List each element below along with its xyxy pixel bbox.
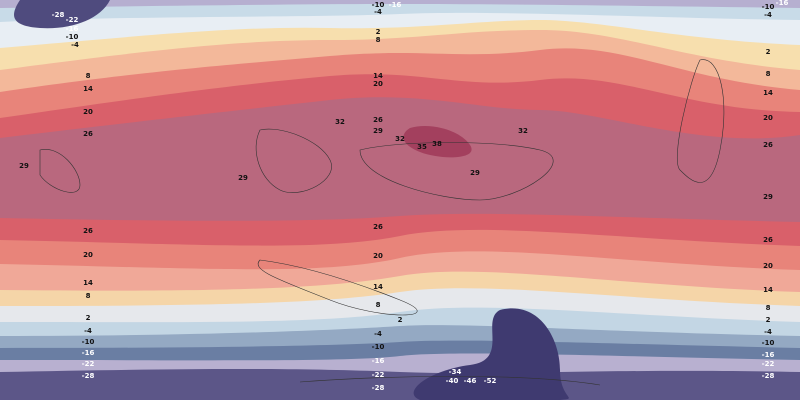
contour-label: 2	[398, 316, 403, 324]
contour-label: 2	[376, 28, 381, 36]
cold-region	[14, 0, 110, 29]
coastline	[39, 149, 81, 193]
contour-label: 2	[766, 316, 771, 324]
contour-label: 20	[83, 108, 93, 116]
contour-label: -4	[84, 327, 92, 335]
contour-label: 20	[373, 252, 383, 260]
band	[0, 0, 800, 22]
contour-label: 8	[766, 304, 771, 312]
contour-label: 26	[373, 223, 383, 231]
contour-label: -22	[372, 371, 385, 379]
contour-label: -16	[762, 351, 775, 359]
cold-region	[413, 308, 569, 400]
contour-label: -40	[446, 377, 459, 385]
contour-label: 26	[763, 236, 773, 244]
contour-label: -4	[374, 8, 382, 16]
contour-label: 14	[763, 89, 773, 97]
contour-label: 26	[83, 130, 93, 138]
contour-label: -10	[762, 339, 775, 347]
coastline	[257, 259, 418, 316]
contour-label: 14	[83, 279, 93, 287]
contour-label: -34	[449, 368, 462, 376]
contour-label: 14	[83, 85, 93, 93]
contour-label: -22	[66, 16, 79, 24]
contour-label: -4	[764, 11, 772, 19]
contour-label: 2	[86, 314, 91, 322]
contour-label: -16	[776, 0, 789, 7]
contour-label: -10	[372, 1, 385, 9]
coastline	[676, 59, 725, 183]
contour-label: -28	[372, 384, 385, 392]
contour-label: 14	[373, 72, 383, 80]
contour-label: 32	[518, 127, 528, 135]
contour-label: 29	[470, 169, 480, 177]
contour-label: -16	[372, 357, 385, 365]
contour-label: 29	[238, 174, 248, 182]
band	[0, 0, 800, 8]
contour-label: 8	[86, 72, 91, 80]
contour-label: -4	[71, 41, 79, 49]
contour-label: 32	[335, 118, 345, 126]
coastline	[299, 376, 601, 386]
contour-label: 8	[376, 301, 381, 309]
contour-label: 8	[86, 292, 91, 300]
contour-label: 8	[766, 70, 771, 78]
contour-label: 26	[83, 227, 93, 235]
coastline	[359, 142, 554, 201]
contour-label: -28	[762, 372, 775, 380]
contour-label: 29	[19, 162, 29, 170]
contour-label: 20	[83, 251, 93, 259]
contour-label: -16	[66, 25, 79, 33]
coastline	[255, 128, 332, 193]
contour-label: -28	[52, 11, 65, 19]
contour-label: 26	[373, 116, 383, 124]
contour-label: 20	[763, 262, 773, 270]
contour-label: -4	[764, 328, 772, 336]
contour-label: 20	[763, 114, 773, 122]
contour-label: 32	[395, 135, 405, 143]
coastlines	[39, 59, 725, 386]
contour-label: -10	[66, 33, 79, 41]
contour-label: 29	[373, 127, 383, 135]
contour-label: 14	[373, 283, 383, 291]
contour-label: -16	[82, 349, 95, 357]
hot-region	[403, 125, 472, 158]
contour-label: 14	[763, 286, 773, 294]
contour-label: -10	[82, 338, 95, 346]
contour-label: 2	[766, 48, 771, 56]
contour-label: 20	[373, 80, 383, 88]
contour-label: -4	[374, 330, 382, 338]
contour-label: -22	[82, 360, 95, 368]
contour-label: 26	[763, 141, 773, 149]
contour-label: -10	[762, 3, 775, 11]
contour-label: 35	[417, 143, 427, 151]
contour-label: 38	[432, 140, 442, 148]
contour-label: -52	[484, 377, 497, 385]
contour-label: -46	[464, 377, 477, 385]
contour-label: 8	[376, 36, 381, 44]
contour-label: -10	[372, 343, 385, 351]
contour-label: -28	[82, 372, 95, 380]
contour-label: -22	[762, 360, 775, 368]
contour-label: -16	[389, 1, 402, 9]
contour-label: 29	[763, 193, 773, 201]
